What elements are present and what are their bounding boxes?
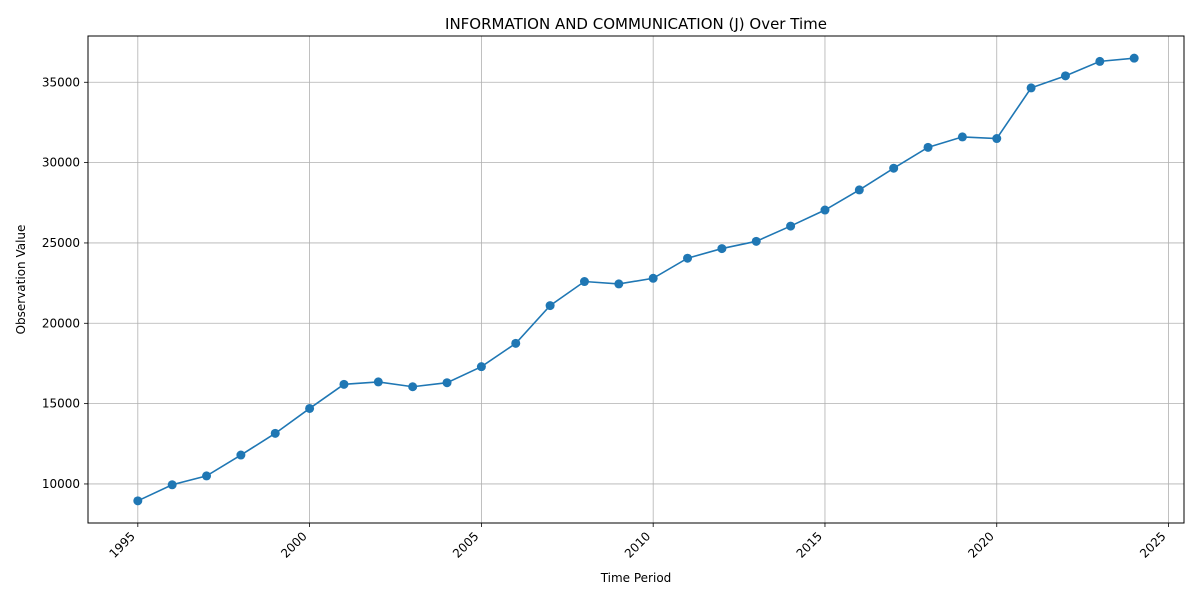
y-tick-label: 15000 <box>42 397 80 411</box>
data-point <box>270 428 280 438</box>
data-point <box>854 185 864 195</box>
y-tick-label: 25000 <box>42 236 80 250</box>
y-tick-label: 10000 <box>42 477 80 491</box>
data-point <box>476 362 486 372</box>
data-point <box>167 480 177 490</box>
data-point <box>511 338 521 348</box>
data-point <box>614 279 624 289</box>
data-point <box>889 163 899 173</box>
data-point <box>133 496 143 506</box>
y-axis-label: Observation Value <box>14 225 28 335</box>
plot-frame <box>87 35 1185 524</box>
series-layer <box>133 53 1139 506</box>
series-line <box>137 57 1135 502</box>
y-tick-label: 30000 <box>42 156 80 170</box>
data-point <box>373 377 383 387</box>
data-point <box>957 132 967 142</box>
chart-title: INFORMATION AND COMMUNICATION (J) Over T… <box>445 15 827 33</box>
data-point <box>579 277 589 287</box>
data-point <box>545 301 555 311</box>
data-point <box>202 471 212 481</box>
data-point <box>339 379 349 389</box>
data-point <box>1129 53 1139 63</box>
data-point <box>786 221 796 231</box>
y-tick-label: 35000 <box>42 75 80 89</box>
y-tick-label: 20000 <box>42 316 80 330</box>
data-point <box>717 244 727 254</box>
data-point <box>305 403 315 413</box>
data-point <box>1095 56 1105 66</box>
data-point <box>442 378 452 388</box>
data-point <box>820 205 830 215</box>
x-axis-label: Time Period <box>600 571 672 585</box>
data-point <box>751 236 761 246</box>
data-point <box>408 382 418 392</box>
data-point <box>648 273 658 283</box>
data-point <box>992 134 1002 144</box>
data-point <box>1060 71 1070 81</box>
data-point <box>236 450 246 460</box>
grid <box>88 36 1184 523</box>
data-point <box>683 253 693 263</box>
data-point <box>923 142 933 152</box>
data-point <box>1026 83 1036 93</box>
